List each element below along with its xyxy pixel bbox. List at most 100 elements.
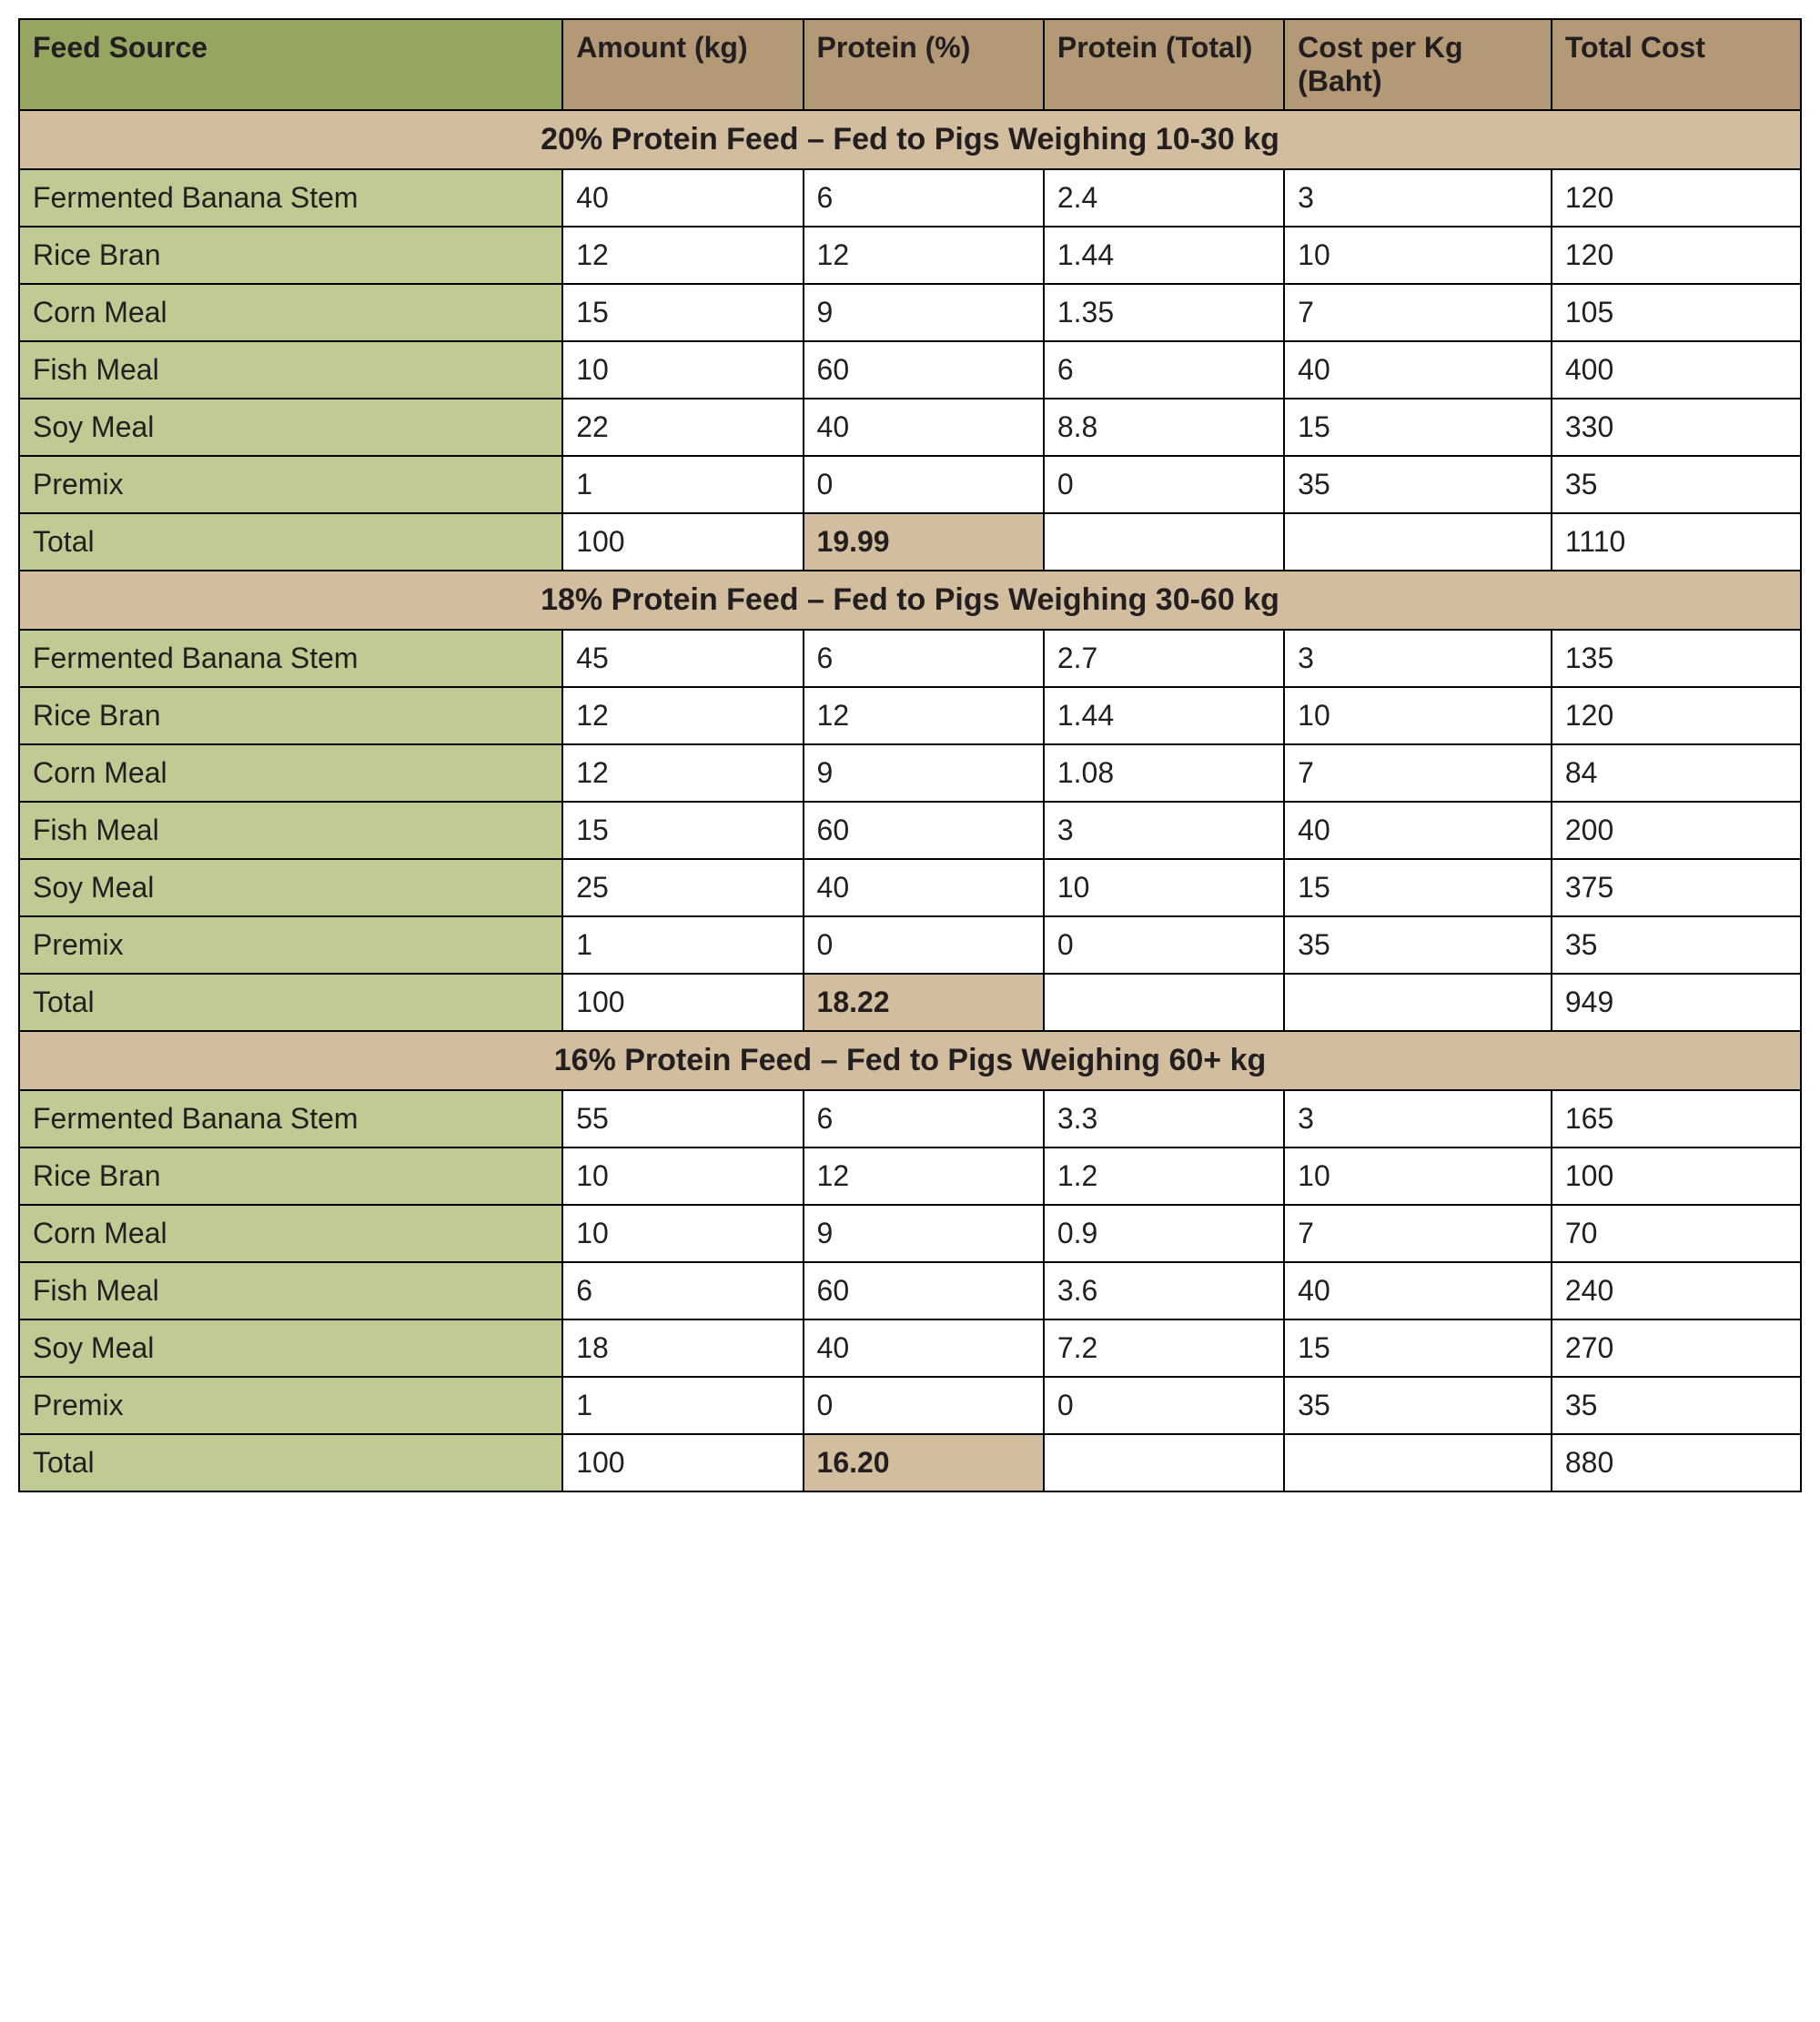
- cell-cost_per_kg: 35: [1284, 1377, 1552, 1434]
- cell-label: Soy Meal: [19, 1319, 562, 1377]
- cell-total_cost: 84: [1552, 744, 1801, 802]
- cell-amount: 10: [562, 1205, 803, 1262]
- cell-cost_per_kg: 40: [1284, 341, 1552, 399]
- total-cell-total_cost: 949: [1552, 974, 1801, 1031]
- cell-amount: 55: [562, 1090, 803, 1147]
- table-row: Fish Meal1060640400: [19, 341, 1801, 399]
- section-row: 16% Protein Feed – Fed to Pigs Weighing …: [19, 1031, 1801, 1090]
- cell-protein_pct: 40: [804, 399, 1044, 456]
- cell-protein_pct: 12: [804, 687, 1044, 744]
- cell-protein_pct: 9: [804, 1205, 1044, 1262]
- cell-amount: 1: [562, 916, 803, 974]
- cell-total_cost: 240: [1552, 1262, 1801, 1319]
- cell-total_cost: 135: [1552, 630, 1801, 687]
- cell-cost_per_kg: 40: [1284, 802, 1552, 859]
- cell-protein_total: 0: [1044, 1377, 1284, 1434]
- cell-protein_pct: 9: [804, 284, 1044, 341]
- table-row: Fermented Banana Stem4562.73135: [19, 630, 1801, 687]
- cell-protein_pct: 12: [804, 1147, 1044, 1205]
- cell-amount: 18: [562, 1319, 803, 1377]
- cell-total_cost: 120: [1552, 227, 1801, 284]
- header-protein-pct: Protein (%): [804, 19, 1044, 110]
- cell-total_cost: 330: [1552, 399, 1801, 456]
- cell-cost_per_kg: 10: [1284, 1147, 1552, 1205]
- cell-protein_pct: 6: [804, 630, 1044, 687]
- table-row: Soy Meal25401015375: [19, 859, 1801, 916]
- cell-label: Premix: [19, 916, 562, 974]
- cell-cost_per_kg: 35: [1284, 916, 1552, 974]
- total-cell-label: Total: [19, 974, 562, 1031]
- cell-total_cost: 400: [1552, 341, 1801, 399]
- header-protein-total: Protein (Total): [1044, 19, 1284, 110]
- cell-cost_per_kg: 3: [1284, 630, 1552, 687]
- cell-cost_per_kg: 7: [1284, 744, 1552, 802]
- cell-label: Fermented Banana Stem: [19, 630, 562, 687]
- cell-total_cost: 200: [1552, 802, 1801, 859]
- cell-protein_pct: 6: [804, 1090, 1044, 1147]
- cell-protein_pct: 40: [804, 859, 1044, 916]
- cell-label: Premix: [19, 1377, 562, 1434]
- total-cell-amount: 100: [562, 974, 803, 1031]
- cell-protein_pct: 0: [804, 916, 1044, 974]
- table-row: Soy Meal22408.815330: [19, 399, 1801, 456]
- total-cell-protein_total: [1044, 513, 1284, 571]
- cell-total_cost: 70: [1552, 1205, 1801, 1262]
- cell-cost_per_kg: 3: [1284, 169, 1552, 227]
- cell-protein_pct: 12: [804, 227, 1044, 284]
- table-row: Fermented Banana Stem5563.33165: [19, 1090, 1801, 1147]
- cell-amount: 22: [562, 399, 803, 456]
- cell-cost_per_kg: 15: [1284, 1319, 1552, 1377]
- cell-label: Soy Meal: [19, 399, 562, 456]
- cell-label: Fish Meal: [19, 1262, 562, 1319]
- cell-protein_total: 1.35: [1044, 284, 1284, 341]
- total-row: Total10016.20880: [19, 1434, 1801, 1491]
- cell-cost_per_kg: 40: [1284, 1262, 1552, 1319]
- cell-protein_total: 3.6: [1044, 1262, 1284, 1319]
- cell-protein_total: 2.7: [1044, 630, 1284, 687]
- cell-protein_pct: 9: [804, 744, 1044, 802]
- section-title: 20% Protein Feed – Fed to Pigs Weighing …: [19, 110, 1801, 169]
- cell-protein_total: 8.8: [1044, 399, 1284, 456]
- table-row: Corn Meal1591.357105: [19, 284, 1801, 341]
- cell-amount: 1: [562, 456, 803, 513]
- cell-amount: 6: [562, 1262, 803, 1319]
- cell-total_cost: 120: [1552, 169, 1801, 227]
- cell-total_cost: 120: [1552, 687, 1801, 744]
- cell-label: Fish Meal: [19, 802, 562, 859]
- cell-protein_pct: 0: [804, 456, 1044, 513]
- cell-amount: 12: [562, 744, 803, 802]
- total-cell-cost_per_kg: [1284, 974, 1552, 1031]
- cell-label: Fermented Banana Stem: [19, 169, 562, 227]
- total-row: Total10019.991110: [19, 513, 1801, 571]
- cell-cost_per_kg: 7: [1284, 1205, 1552, 1262]
- cell-label: Corn Meal: [19, 1205, 562, 1262]
- header-amount: Amount (kg): [562, 19, 803, 110]
- cell-total_cost: 105: [1552, 284, 1801, 341]
- cell-total_cost: 35: [1552, 456, 1801, 513]
- cell-label: Rice Bran: [19, 227, 562, 284]
- cell-protein_pct: 60: [804, 1262, 1044, 1319]
- cell-amount: 15: [562, 284, 803, 341]
- cell-label: Fish Meal: [19, 341, 562, 399]
- table-row: Soy Meal18407.215270: [19, 1319, 1801, 1377]
- cell-protein_total: 10: [1044, 859, 1284, 916]
- cell-protein_total: 3: [1044, 802, 1284, 859]
- total-cell-protein_pct: 16.20: [804, 1434, 1044, 1491]
- total-cell-protein_total: [1044, 1434, 1284, 1491]
- cell-label: Premix: [19, 456, 562, 513]
- cell-protein_total: 1.08: [1044, 744, 1284, 802]
- cell-total_cost: 100: [1552, 1147, 1801, 1205]
- cell-total_cost: 375: [1552, 859, 1801, 916]
- total-cell-protein_pct: 19.99: [804, 513, 1044, 571]
- cell-total_cost: 270: [1552, 1319, 1801, 1377]
- table-row: Premix1003535: [19, 456, 1801, 513]
- total-cell-cost_per_kg: [1284, 1434, 1552, 1491]
- cell-total_cost: 35: [1552, 916, 1801, 974]
- cell-protein_pct: 60: [804, 341, 1044, 399]
- cell-cost_per_kg: 15: [1284, 859, 1552, 916]
- header-feed-source: Feed Source: [19, 19, 562, 110]
- total-cell-protein_pct: 18.22: [804, 974, 1044, 1031]
- cell-protein_pct: 6: [804, 169, 1044, 227]
- cell-protein_pct: 60: [804, 802, 1044, 859]
- section-title: 18% Protein Feed – Fed to Pigs Weighing …: [19, 571, 1801, 630]
